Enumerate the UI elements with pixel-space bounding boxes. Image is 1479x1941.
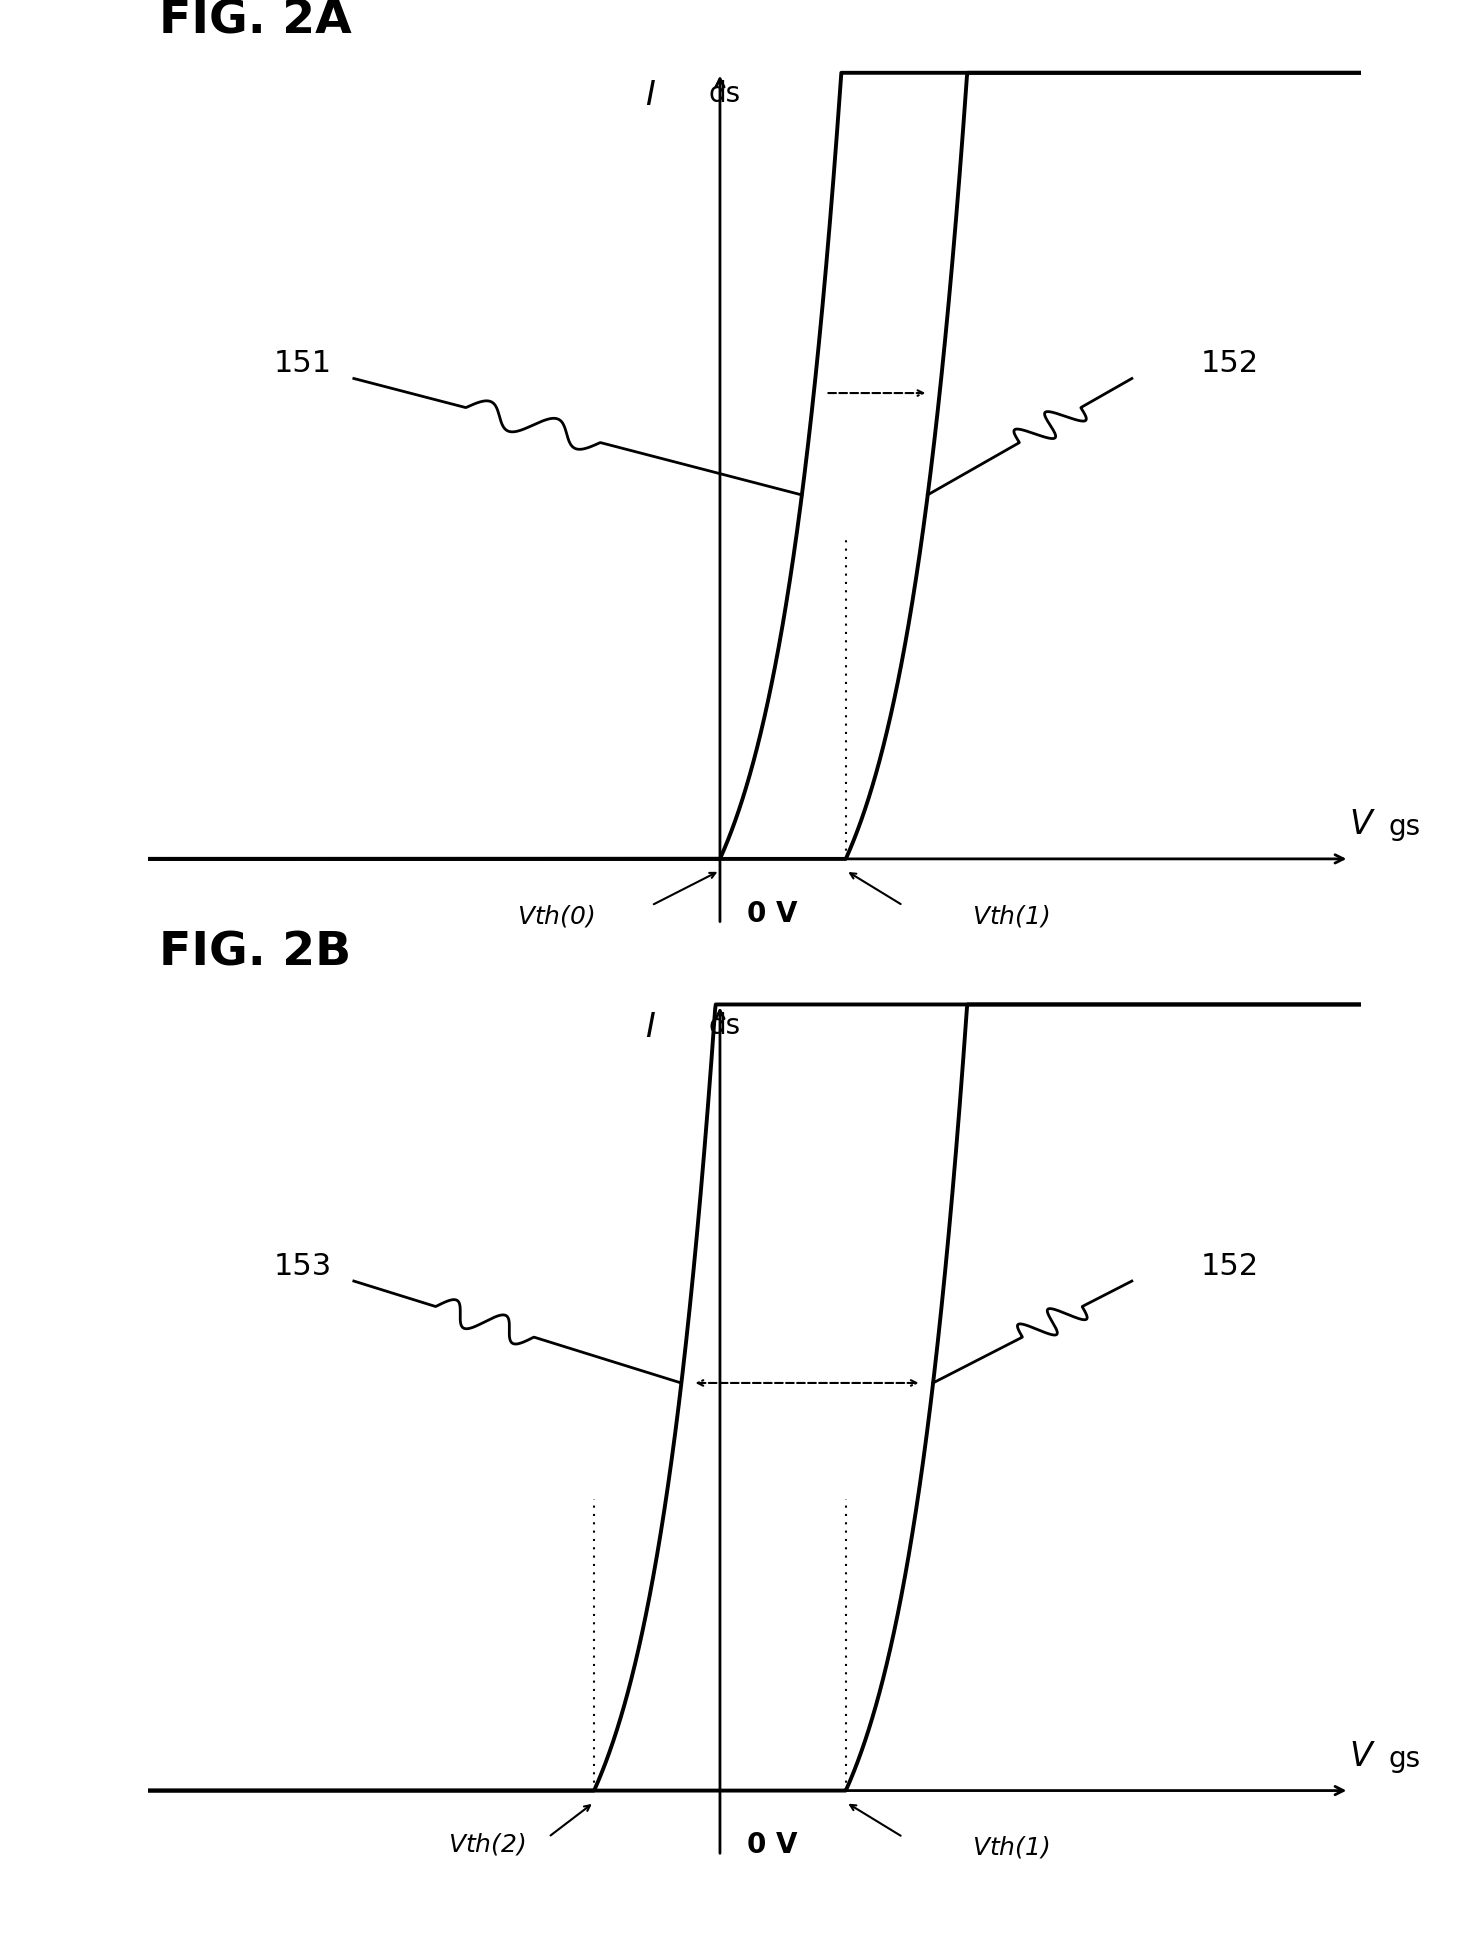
Text: FIG. 2B: FIG. 2B bbox=[160, 930, 352, 974]
Text: $V$th(1): $V$th(1) bbox=[972, 1834, 1049, 1859]
Text: FIG. 2A: FIG. 2A bbox=[160, 0, 352, 43]
Text: $I$: $I$ bbox=[645, 1011, 655, 1044]
Text: $V$th(0): $V$th(0) bbox=[516, 903, 595, 928]
Text: gs: gs bbox=[1389, 1745, 1420, 1774]
Text: $V$: $V$ bbox=[1349, 809, 1375, 840]
Text: 152: 152 bbox=[1201, 1252, 1259, 1281]
Text: 152: 152 bbox=[1201, 349, 1259, 378]
Text: $I$: $I$ bbox=[645, 80, 655, 113]
Text: 151: 151 bbox=[274, 349, 331, 378]
Text: 153: 153 bbox=[274, 1252, 331, 1281]
Text: 0 V: 0 V bbox=[747, 899, 799, 928]
Text: 0 V: 0 V bbox=[747, 1832, 799, 1859]
Text: $V$th(1): $V$th(1) bbox=[972, 903, 1049, 928]
Text: $V$: $V$ bbox=[1349, 1741, 1375, 1774]
Text: ds: ds bbox=[708, 1011, 741, 1040]
Text: gs: gs bbox=[1389, 813, 1420, 840]
Text: ds: ds bbox=[708, 80, 741, 109]
Text: $V$th(2): $V$th(2) bbox=[448, 1832, 525, 1858]
